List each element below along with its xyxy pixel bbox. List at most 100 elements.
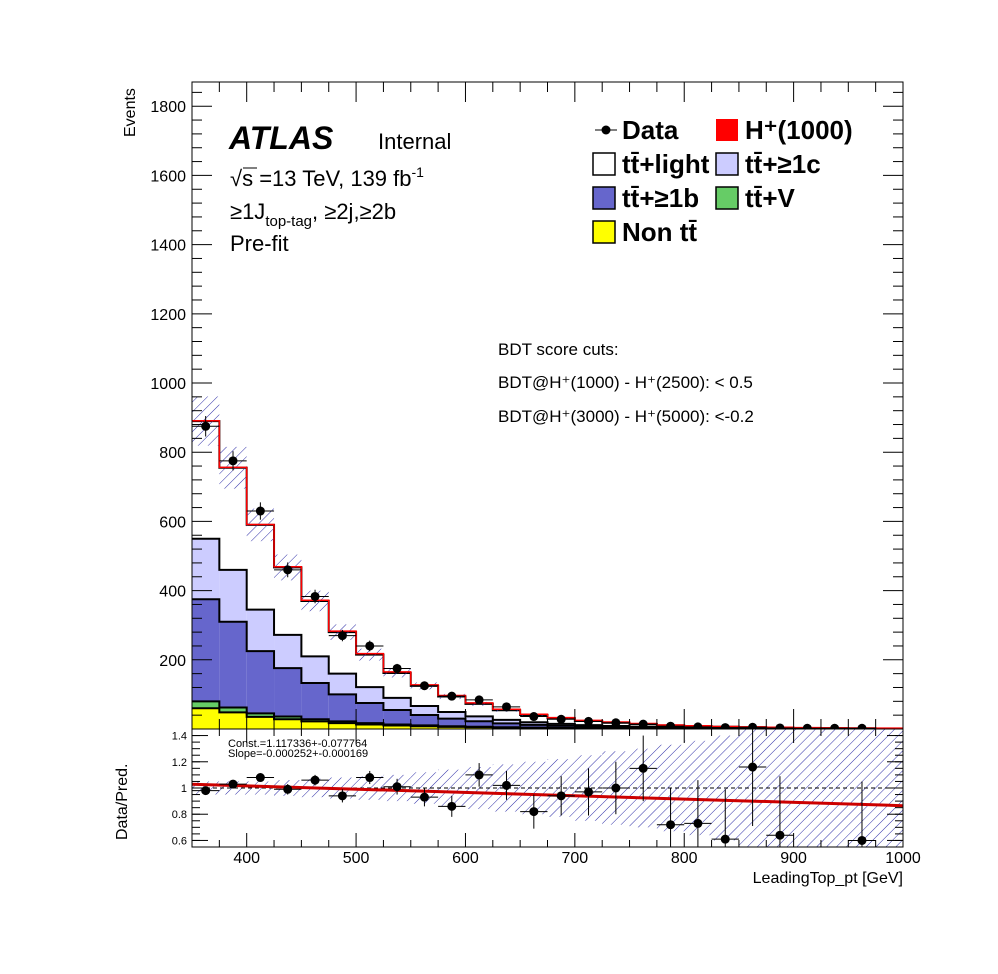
ratio-point: [228, 779, 238, 789]
ratio-point: [283, 784, 293, 794]
stack-bin: [438, 726, 466, 729]
legend-swatch: [716, 119, 738, 141]
ratio-point: [501, 780, 511, 790]
data-point: [228, 456, 238, 466]
stack-bin: [246, 651, 275, 714]
x-tick-label: 700: [561, 850, 588, 867]
data-point: [666, 721, 676, 729]
data-point: [830, 723, 840, 729]
cuts-line-2: BDT@H⁺(3000) - H⁺(5000): <-0.2: [498, 407, 754, 426]
region-sub: top-tag: [265, 213, 312, 230]
fit-status: Pre-fit: [230, 231, 289, 256]
data-points: [192, 416, 876, 729]
stack-bin: [547, 725, 575, 728]
x-tick-label: 900: [780, 850, 807, 867]
stack-bin: [301, 682, 329, 720]
energy-lumi: √s =13 TeV, 139 fb-1: [230, 164, 424, 191]
legend-swatch: [592, 152, 616, 176]
stack-bin: [301, 719, 329, 722]
region-a: ≥1J: [230, 199, 265, 224]
stack-bin: [246, 713, 275, 717]
stack-bin: [465, 716, 493, 722]
y-tick-label: 800: [159, 445, 186, 462]
stack-bin: [301, 721, 329, 729]
x-tick-label: 1000: [885, 850, 921, 867]
data-point: [775, 723, 785, 729]
data-point: [693, 722, 703, 729]
ratio-y-axis-title: Data/Pred.: [114, 764, 131, 840]
legend-label: Non tt̄: [622, 217, 697, 247]
data-point: [337, 631, 347, 641]
data-point: [283, 565, 293, 575]
stack-bin: [492, 723, 521, 728]
stack-bin: [274, 719, 302, 729]
y-tick-label: 1800: [150, 99, 186, 116]
data-point: [720, 723, 730, 729]
stack-bin: [383, 709, 411, 725]
stack-bin: [520, 722, 548, 725]
stack-bin: [492, 719, 521, 724]
ratio-point: [255, 773, 265, 783]
energy-text: =13 TeV, 139 fb: [253, 166, 411, 191]
ratio-y-tick-label: 0.6: [172, 835, 187, 847]
legend-label: tt̄+V: [745, 183, 796, 213]
region-label: ≥1Jtop-tag, ≥2j,≥2b: [230, 199, 396, 230]
data-point: [611, 718, 621, 728]
stack-bin: [520, 724, 548, 728]
fit-slope: Slope=-0.000252+-0.000169: [228, 748, 368, 760]
stack-bin: [246, 716, 275, 729]
data-point: [638, 719, 648, 729]
stack-bin: [438, 712, 466, 719]
legend-label: Data: [622, 115, 679, 145]
ratio-point: [310, 775, 320, 785]
ratio-point: [857, 835, 867, 845]
stack-bin: [274, 634, 302, 669]
x-tick-label: 400: [233, 850, 260, 867]
ratio-point: [720, 834, 730, 844]
stack-bin: [410, 714, 439, 726]
y-tick-label: 600: [159, 514, 186, 531]
ratio-y-tick-label: 1.2: [172, 757, 187, 769]
y-tick-label: 400: [159, 584, 186, 601]
stack-bin: [192, 708, 220, 729]
ratio-point: [474, 770, 484, 780]
x-axis-title: LeadingTop_pt [GeV]: [753, 870, 903, 887]
data-point: [392, 663, 402, 673]
data-point: [501, 702, 511, 712]
stack-bin: [383, 697, 411, 710]
ratio-point: [337, 791, 347, 801]
stack-bin: [246, 609, 275, 652]
ratio-point: [638, 763, 648, 773]
legend-label: tt̄+light: [622, 149, 710, 179]
y-tick-label: 1000: [150, 376, 186, 393]
data-point: [365, 641, 375, 651]
ratio-point: [693, 818, 703, 828]
data-point: [584, 716, 594, 726]
stack-bin: [410, 726, 439, 729]
stack-bin: [219, 569, 247, 622]
stack-bin: [274, 668, 302, 717]
data-point: [748, 722, 758, 729]
ratio-point: [447, 801, 457, 811]
legend-swatch: [715, 186, 739, 210]
fit-const: Const.=1.117336+-0.077764: [228, 738, 367, 750]
stack-bin: [356, 724, 384, 729]
stack-bin: [219, 712, 247, 729]
stack-bin: [410, 705, 439, 715]
stack-bin: [328, 723, 357, 729]
legend-swatch: [592, 186, 616, 210]
lumi-exponent: -1: [412, 164, 425, 180]
fit-line: [192, 782, 903, 808]
x-tick-label: 500: [343, 850, 370, 867]
energy-prefix: √s: [230, 166, 253, 191]
stack-bin: [328, 694, 357, 722]
cuts-header: BDT score cuts:: [498, 340, 619, 359]
x-tick-label: 800: [671, 850, 698, 867]
y-axis-title: Events: [122, 88, 139, 137]
stack-bin: [465, 703, 493, 717]
legend-label: tt̄+≥1b: [622, 183, 699, 213]
stack-bin: [219, 707, 247, 713]
ratio-y-tick-label: 1.4: [172, 731, 187, 743]
legend-swatch: [715, 152, 739, 176]
